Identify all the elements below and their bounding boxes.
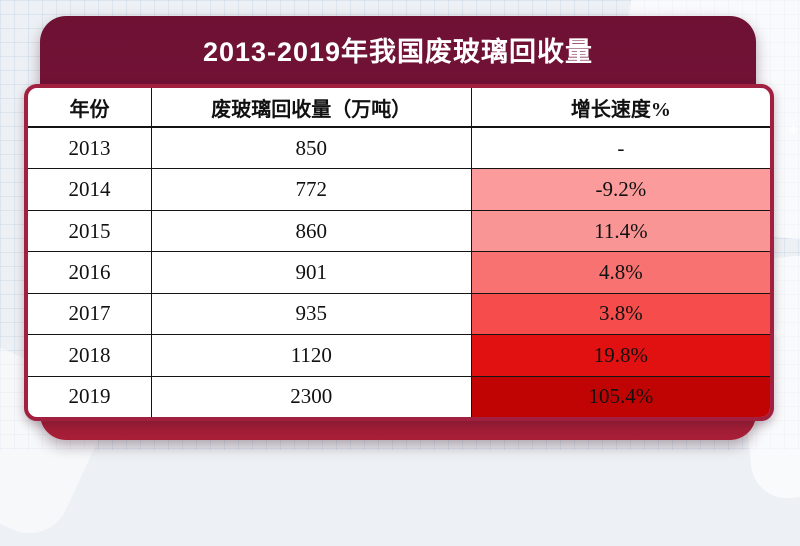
volume-cell: 860 <box>152 210 472 252</box>
volume-cell: 1120 <box>152 335 472 376</box>
growth-cell: 3.8% <box>471 293 770 335</box>
growth-cell: - <box>471 128 770 169</box>
year-cell: 2015 <box>28 210 152 252</box>
table-row: 2018 1120 19.8% <box>28 334 770 376</box>
growth-cell: 105.4% <box>471 376 770 417</box>
growth-cell: 4.8% <box>471 252 770 293</box>
page-title: 2013-2019年我国废玻璃回收量 <box>202 36 594 67</box>
growth-cell: -9.2% <box>471 169 770 210</box>
growth-cell: 11.4% <box>471 210 770 252</box>
year-cell: 2014 <box>28 169 152 210</box>
data-table: 年份 废玻璃回收量（万吨） 增长速度% 2013 850 - 2014 772 … <box>24 84 774 421</box>
growth-cell: 19.8% <box>471 335 770 376</box>
table-header-row: 年份 废玻璃回收量（万吨） 增长速度% <box>28 88 770 126</box>
year-cell: 2018 <box>28 335 152 376</box>
volume-cell: 2300 <box>152 376 472 417</box>
sparkle-icon: + <box>772 325 783 342</box>
volume-cell: 935 <box>152 293 472 335</box>
volume-cell: 772 <box>152 169 472 210</box>
table-row: 2017 935 3.8% <box>28 292 770 335</box>
year-cell: 2016 <box>28 252 152 293</box>
header-volume: 废玻璃回收量（万吨） <box>152 88 472 126</box>
table-row: 2019 2300 105.4% <box>28 375 770 417</box>
volume-cell: 850 <box>152 128 472 169</box>
header-growth: 增长速度% <box>570 98 671 121</box>
table-row: 2013 850 - <box>28 126 770 169</box>
sparkle-icon: + <box>788 122 799 139</box>
table-row: 2014 772 -9.2% <box>28 168 770 210</box>
volume-cell: 901 <box>152 252 472 293</box>
year-cell: 2013 <box>28 128 152 169</box>
year-cell: 2017 <box>28 293 152 335</box>
header-year: 年份 <box>28 88 152 126</box>
year-cell: 2019 <box>28 376 152 417</box>
table-row: 2015 860 11.4% <box>28 209 770 252</box>
table-row: 2016 901 4.8% <box>28 251 770 293</box>
